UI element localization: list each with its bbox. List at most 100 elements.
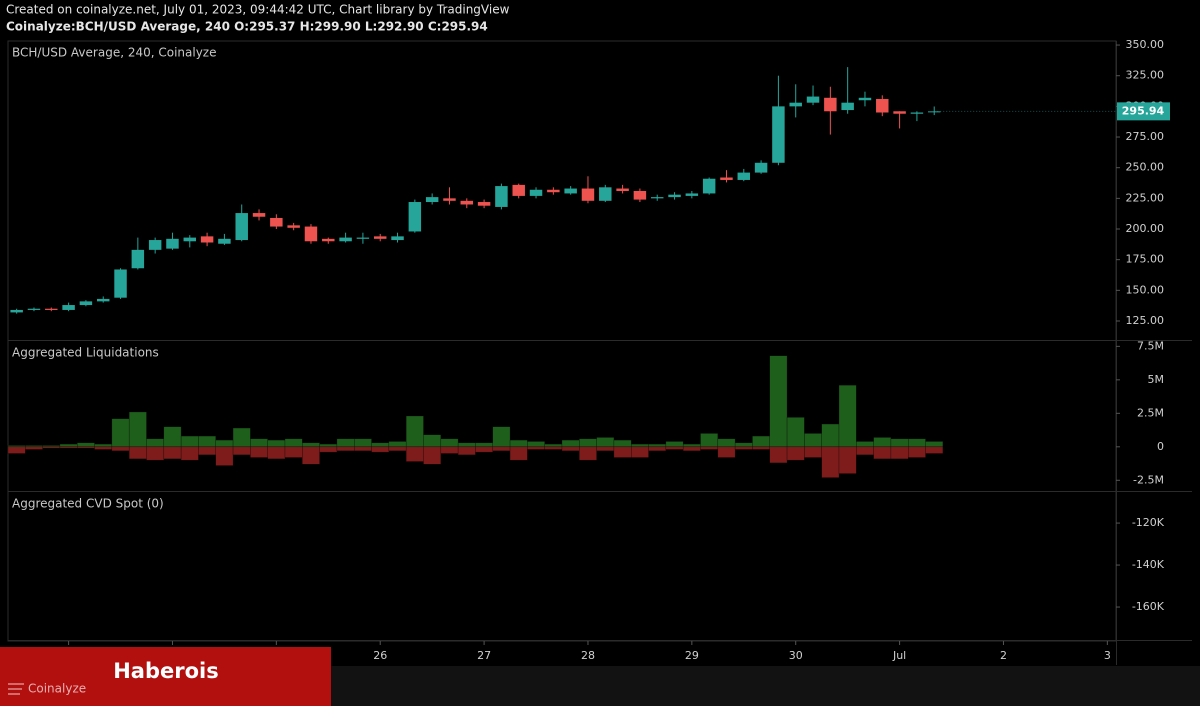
bar: [371, 442, 390, 448]
bar: [596, 446, 615, 452]
bar: [613, 446, 632, 458]
candle-body: [685, 193, 699, 196]
candle-body: [495, 186, 508, 207]
y-tick-label: 5M: [1148, 373, 1165, 386]
bar: [631, 446, 649, 458]
bar: [700, 446, 719, 450]
bar: [388, 446, 407, 452]
bar: [42, 446, 61, 449]
candle-body: [841, 102, 854, 111]
x-tick-label: 28: [581, 649, 595, 662]
bar: [665, 441, 684, 448]
bar: [163, 446, 182, 460]
y-tick-label: 125.00: [1126, 314, 1165, 327]
candle-body: [443, 198, 456, 201]
bar: [354, 438, 372, 448]
bar: [648, 446, 667, 452]
candle-body: [512, 184, 525, 196]
bar: [734, 446, 753, 450]
bar: [579, 446, 597, 461]
panel-title: Aggregated Liquidations: [12, 346, 159, 360]
x-tick-label: 26: [373, 649, 387, 662]
bar: [180, 435, 199, 448]
candle-body: [910, 112, 924, 114]
candle-body: [218, 238, 231, 244]
candle-body: [131, 249, 145, 269]
bar: [492, 446, 511, 452]
bar: [94, 443, 113, 448]
candle-body: [564, 188, 577, 194]
bar: [457, 442, 476, 448]
candle-body: [62, 305, 75, 310]
candle-body: [270, 217, 283, 227]
bar: [873, 446, 892, 460]
candle-body: [460, 200, 474, 205]
bar: [405, 415, 424, 448]
bar: [111, 418, 130, 448]
candle-body: [27, 308, 41, 310]
candle-body: [235, 213, 248, 241]
candle-body: [893, 111, 906, 114]
bar: [198, 446, 216, 456]
y-tick-label: 325.00: [1126, 69, 1165, 82]
bar: [752, 435, 770, 448]
candle-body: [45, 308, 58, 310]
candle-body: [806, 96, 820, 103]
bar: [821, 423, 840, 448]
y-tick-label: -2.5M: [1133, 473, 1164, 486]
candle-body: [10, 309, 23, 313]
bar: [423, 446, 442, 465]
bar: [596, 437, 615, 448]
bar: [302, 442, 320, 448]
bar: [873, 437, 892, 448]
y-tick-label: 350.00: [1126, 38, 1165, 51]
bar: [527, 441, 545, 448]
y-tick-label: 250.00: [1126, 161, 1165, 174]
bar: [388, 441, 407, 448]
bar: [856, 441, 874, 448]
bar: [925, 441, 944, 448]
last-price-badge: [1117, 102, 1170, 121]
y-tick-label: 2.5M: [1137, 406, 1164, 419]
y-tick-label: 275.00: [1126, 130, 1165, 143]
bar: [631, 443, 649, 448]
bar: [59, 446, 78, 449]
y-tick-label: -120K: [1132, 516, 1165, 529]
candle-body: [824, 97, 837, 112]
brand-icon: [8, 683, 24, 695]
bar: [232, 446, 251, 456]
bar: [682, 443, 701, 448]
bar: [544, 446, 563, 450]
candle-body: [668, 194, 681, 198]
bar: [354, 446, 372, 452]
candle-body: [876, 99, 889, 113]
candle-body: [789, 102, 802, 107]
bar: [838, 384, 857, 448]
candle-body: [720, 177, 733, 180]
panel-title: BCH/USD Average, 240, Coinalyze: [12, 46, 217, 60]
candle-body: [200, 236, 214, 243]
bar: [786, 446, 805, 461]
bar: [925, 446, 944, 454]
bar: [908, 438, 926, 448]
bar: [804, 433, 822, 448]
candle-body: [737, 172, 751, 180]
y-tick-label: 0: [1157, 440, 1164, 453]
bar: [198, 435, 216, 448]
bar: [475, 446, 493, 453]
bar: [769, 355, 788, 448]
x-tick-label: 30: [789, 649, 803, 662]
x-tick-label: 27: [477, 649, 491, 662]
y-tick-label: -160K: [1132, 600, 1165, 613]
bar: [250, 438, 268, 448]
bar: [111, 446, 130, 452]
bar: [700, 433, 719, 448]
bar: [648, 443, 667, 448]
y-tick-label: 175.00: [1126, 253, 1165, 266]
bar: [509, 446, 528, 461]
bar: [804, 446, 822, 458]
candle-body: [581, 188, 595, 201]
candle-body: [339, 237, 352, 242]
bar: [734, 442, 753, 448]
bar: [284, 438, 303, 448]
